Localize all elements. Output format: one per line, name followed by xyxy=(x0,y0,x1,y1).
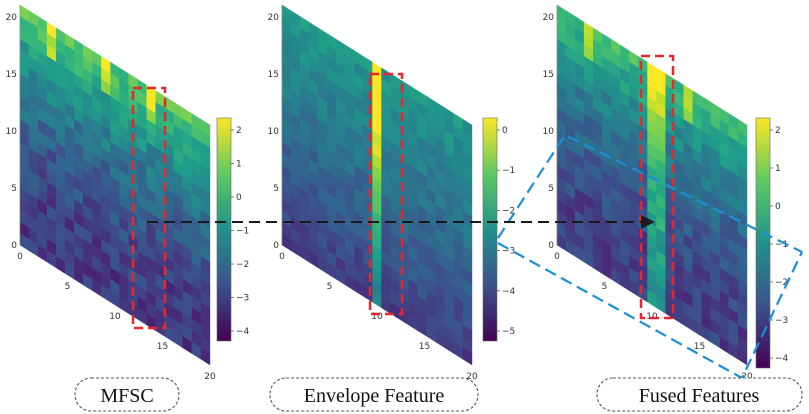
colorbar-tick-label: −3 xyxy=(502,247,515,257)
colorbar-tick-label: 2 xyxy=(775,126,781,136)
colorbar-tick-label: −4 xyxy=(775,354,789,364)
x-tick-label: 15 xyxy=(157,342,168,352)
x-tick-label: 20 xyxy=(466,372,478,382)
x-tick-label: 10 xyxy=(371,312,383,322)
x-tick-label: 15 xyxy=(419,342,430,352)
y-tick-label: 15 xyxy=(6,70,17,80)
colorbar-tick-label: 2 xyxy=(236,126,242,136)
zoom-line-left xyxy=(497,133,803,253)
colorbar-tick-label: −2 xyxy=(502,206,515,216)
colorbar-tick-label: 0 xyxy=(502,126,508,136)
heatmap-envelope xyxy=(281,4,473,366)
colorbar-tick-label: −5 xyxy=(502,327,515,337)
y-tick-label: 20 xyxy=(268,13,280,23)
y-tick-label: 20 xyxy=(6,13,18,23)
colorbar-tick-label: 0 xyxy=(775,202,781,212)
x-tick-label: 0 xyxy=(554,252,560,262)
colorbar-tick-label: −2 xyxy=(775,278,788,288)
colorbar-ticks-fused: 2 1 0 −1 −2 −3 −4 xyxy=(770,126,789,364)
y-tick-label: 5 xyxy=(273,184,279,194)
colorbar-tick-label: −4 xyxy=(502,287,516,297)
y-tick-label: 5 xyxy=(11,184,17,194)
caption-label-envelope: Envelope Feature xyxy=(304,385,445,407)
colorbar-tick-label: −1 xyxy=(502,166,515,176)
colorbar-ticks-envelope: 0 −1 −2 −3 −4 −5 xyxy=(497,126,516,337)
x-tick-label: 0 xyxy=(17,252,23,262)
y-tick-label: 5 xyxy=(548,184,554,194)
y-tick-label: 10 xyxy=(6,127,18,137)
x-tick-label: 20 xyxy=(741,372,753,382)
highlight-box-mfsc xyxy=(131,86,167,330)
x-tick-label: 15 xyxy=(694,342,705,352)
colorbar-tick-label: −1 xyxy=(236,227,249,237)
x-axis-ticks-mfsc: 0 5 10 15 20 xyxy=(17,252,216,382)
heatmap-cell xyxy=(200,347,211,366)
x-axis-ticks-envelope: 0 5 10 15 20 xyxy=(279,252,478,382)
colorbar-tick-label: −1 xyxy=(775,240,788,250)
colorbar-tick-label: −3 xyxy=(775,316,788,326)
colorbar-ticks-mfsc: 2 1 0 −1 −2 −3 −4 xyxy=(231,126,250,337)
x-tick-label: 10 xyxy=(109,312,121,322)
caption-envelope: Envelope Feature xyxy=(269,377,479,412)
highlight-box-fused xyxy=(639,54,675,320)
colorbar-tick-label: 1 xyxy=(236,160,242,170)
heatmap-cell xyxy=(462,347,473,366)
caption-label-mfsc: MFSC xyxy=(100,385,153,407)
colorbar-envelope xyxy=(482,117,498,342)
colorbar-fused xyxy=(755,117,771,369)
y-tick-label: 10 xyxy=(543,127,555,137)
x-tick-label: 0 xyxy=(279,252,285,262)
y-tick-label: 15 xyxy=(543,70,554,80)
y-axis-ticks-fused: 0 5 10 15 20 xyxy=(543,13,555,251)
colorbar-tick-label: 1 xyxy=(775,164,781,174)
heatmap-mfsc xyxy=(19,4,211,366)
x-tick-label: 5 xyxy=(602,282,608,292)
colorbar-tick-label: −2 xyxy=(236,260,249,270)
x-tick-label: 5 xyxy=(65,282,71,292)
y-tick-label: 0 xyxy=(548,241,554,251)
colorbar-mfsc xyxy=(216,117,232,342)
heatmap-fused xyxy=(556,4,748,366)
y-tick-label: 0 xyxy=(11,241,17,251)
caption-label-fused: Fused Features xyxy=(639,385,760,407)
y-axis-ticks-mfsc: 0 5 10 15 20 xyxy=(6,13,18,251)
colorbar-tick-label: −3 xyxy=(236,294,249,304)
caption-mfsc: MFSC xyxy=(74,377,180,412)
panel-envelope: 0 5 10 15 20 0 5 10 15 20 0 −1 −2 −3 −4 −5 xyxy=(268,4,516,382)
y-tick-label: 10 xyxy=(268,127,280,137)
y-tick-label: 0 xyxy=(273,241,279,251)
colorbar-tick-label: −4 xyxy=(236,327,250,337)
x-tick-label: 20 xyxy=(204,372,216,382)
y-tick-label: 15 xyxy=(268,70,279,80)
x-tick-label: 5 xyxy=(327,282,333,292)
colorbar-tick-label: 0 xyxy=(236,193,242,203)
y-tick-label: 20 xyxy=(543,13,555,23)
y-axis-ticks-envelope: 0 5 10 15 20 xyxy=(268,13,280,251)
caption-fused: Fused Features xyxy=(596,377,803,412)
highlight-box-envelope xyxy=(368,72,404,316)
